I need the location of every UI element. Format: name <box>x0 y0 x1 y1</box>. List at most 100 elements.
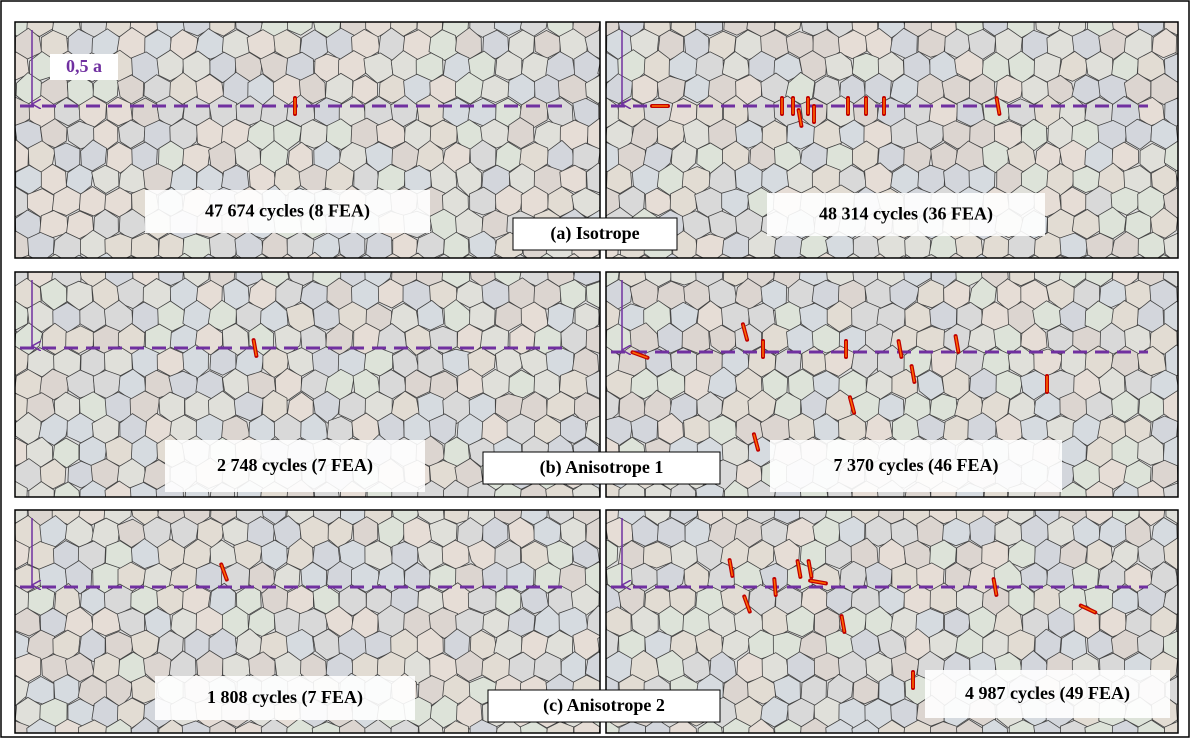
grain <box>338 584 367 617</box>
grain <box>481 209 509 239</box>
grain <box>234 230 264 258</box>
grain <box>1085 272 1113 287</box>
grain <box>508 516 537 549</box>
grain <box>916 279 945 309</box>
grain <box>286 717 314 733</box>
grain <box>872 253 887 258</box>
grain <box>436 253 452 258</box>
grain <box>695 481 725 497</box>
grain <box>695 22 724 37</box>
grain <box>254 253 269 258</box>
grain <box>469 139 497 172</box>
grain <box>15 51 30 81</box>
grain <box>209 719 237 733</box>
grain <box>1007 539 1036 569</box>
grain <box>274 367 302 402</box>
grain <box>681 322 711 354</box>
grain <box>852 676 880 705</box>
grain <box>494 50 523 81</box>
grain <box>332 254 347 258</box>
grain <box>106 96 133 127</box>
text-box <box>165 440 425 492</box>
grain <box>1086 538 1114 570</box>
grain <box>392 232 418 258</box>
grain <box>467 585 497 614</box>
grain <box>1163 300 1178 332</box>
grain <box>773 231 803 258</box>
grain <box>591 253 600 258</box>
crack-core <box>1080 604 1096 614</box>
grain <box>428 29 459 61</box>
grain <box>350 562 380 593</box>
text-box <box>155 676 415 720</box>
grain <box>53 674 80 705</box>
panel-border <box>14 509 601 734</box>
text-box <box>767 193 1045 236</box>
grain <box>91 164 120 194</box>
grain <box>480 118 511 149</box>
grain <box>15 539 30 570</box>
grain <box>852 231 881 258</box>
grain <box>66 120 96 150</box>
crack-core <box>753 434 759 450</box>
grain <box>312 628 342 661</box>
grain <box>584 561 600 593</box>
grain <box>305 251 323 258</box>
crack-core <box>910 365 916 383</box>
grain <box>130 232 160 258</box>
grain <box>981 718 1008 733</box>
grain <box>800 717 828 733</box>
grain <box>1085 510 1114 526</box>
grain <box>585 370 600 399</box>
grain <box>670 479 697 497</box>
grain <box>1163 232 1178 258</box>
grain <box>443 720 470 733</box>
grain <box>748 230 777 258</box>
grain <box>78 719 108 733</box>
grain <box>261 231 289 258</box>
text-box <box>925 670 1170 718</box>
panel-border <box>14 21 601 259</box>
grain <box>824 51 854 81</box>
grain <box>585 651 600 683</box>
grain <box>1087 630 1114 660</box>
grain <box>695 233 725 258</box>
grain <box>482 29 510 60</box>
grain <box>669 718 697 733</box>
row-label: (a) Isotrope <box>550 223 639 244</box>
grain <box>1149 323 1178 355</box>
grain <box>565 253 581 258</box>
grain <box>506 561 535 593</box>
grain <box>929 393 958 422</box>
grain <box>573 718 600 733</box>
grain <box>442 231 470 258</box>
grain <box>287 22 313 36</box>
crack-core <box>809 579 827 585</box>
grain <box>351 75 378 105</box>
grain <box>954 231 984 258</box>
panel-border <box>14 271 601 498</box>
grain <box>690 254 705 258</box>
grain <box>993 560 1024 592</box>
grain <box>878 674 906 706</box>
crack-core <box>796 560 802 578</box>
grain <box>202 253 217 258</box>
grain <box>644 187 672 216</box>
label-box <box>512 217 678 251</box>
grain <box>816 252 837 258</box>
grain <box>513 254 528 258</box>
grain <box>941 367 970 401</box>
grain <box>429 695 458 729</box>
grain <box>104 391 133 423</box>
grain <box>1085 232 1114 258</box>
grain <box>1162 482 1178 497</box>
grain <box>455 161 483 198</box>
grain <box>462 254 477 258</box>
grain <box>209 22 236 37</box>
grain <box>1000 253 1016 258</box>
crack-core <box>742 324 748 340</box>
crack-core <box>807 560 813 578</box>
grain <box>52 437 80 469</box>
grain <box>1006 510 1035 525</box>
